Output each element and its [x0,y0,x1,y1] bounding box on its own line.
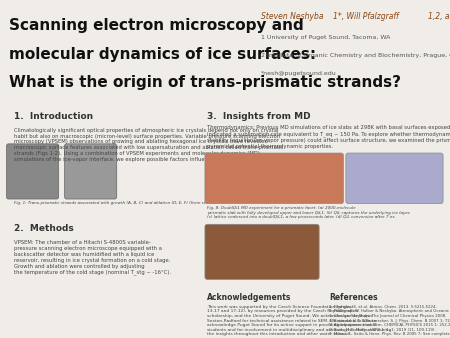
Text: molecular dynamics of ice surfaces:: molecular dynamics of ice surfaces: [9,47,316,62]
Text: Steven Neshyba: Steven Neshyba [261,12,324,21]
FancyBboxPatch shape [205,224,319,280]
Text: 1.  Introduction: 1. Introduction [14,112,93,121]
Text: 1*, Will Pfalzgraff: 1*, Will Pfalzgraff [333,12,399,21]
Text: *nesh@pugetsound.edu: *nesh@pugetsound.edu [261,71,337,76]
FancyBboxPatch shape [6,144,58,199]
Text: 1 University of Puget Sound, Tacoma, WA: 1 University of Puget Sound, Tacoma, WA [261,35,391,41]
FancyBboxPatch shape [64,144,117,199]
Text: 2 Institute of Organic Chemistry and Biochemistry, Prague, Czech Republic: 2 Institute of Organic Chemistry and Bio… [261,53,450,58]
Text: 3.  Insights from MD: 3. Insights from MD [207,112,311,121]
FancyBboxPatch shape [346,153,443,203]
Text: Acknowledgements: Acknowledgements [207,293,292,302]
Text: References: References [329,293,378,302]
Text: Scanning electron microscopy and: Scanning electron microscopy and [9,18,304,33]
Text: What is the origin of trans-prismatic strands?: What is the origin of trans-prismatic st… [9,75,401,90]
Text: This work was supported by the Czech Science Foundation (project
13-17 and 17-12: This work was supported by the Czech Sci… [207,305,392,336]
Text: 2.  Methods: 2. Methods [14,224,74,233]
Text: 1,2, and Martina Roselova: 1,2, and Martina Roselova [428,12,450,21]
FancyBboxPatch shape [205,153,343,203]
Text: Fig. 1: Trans-prismatic strands associated with growth (A, B, C) and ablation (D: Fig. 1: Trans-prismatic strands associat… [14,201,216,205]
Text: Climatologically significant optical properties of atmospheric ice crystals depe: Climatologically significant optical pro… [14,128,283,162]
Text: Fig. 8: DoublQi1 MD experiment for a prismatic facet. (a) 2000-molecule
prismati: Fig. 8: DoublQi1 MD experiment for a pri… [207,206,411,219]
Text: Thermodynamics: Previous MD simulations of ice slabs at 298K with basal surfaces: Thermodynamics: Previous MD simulations … [207,125,450,149]
Text: 1. Neshyba, S. et al. Atmos. Chem. 2013. 5:5215-5224.
2. Pfalzgraff, W. Hulber &: 1. Neshyba, S. et al. Atmos. Chem. 2013.… [329,305,450,336]
Text: VPSEM: The chamber of a Hitachi S-4800S variable-
pressure scanning electron mic: VPSEM: The chamber of a Hitachi S-4800S … [14,240,171,275]
